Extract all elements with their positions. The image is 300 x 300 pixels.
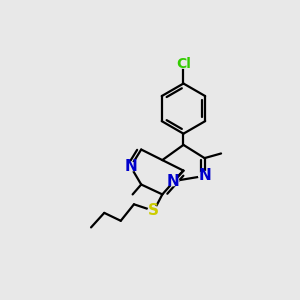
Text: N: N xyxy=(198,168,211,183)
Ellipse shape xyxy=(125,162,136,171)
Ellipse shape xyxy=(148,206,160,215)
Text: Cl: Cl xyxy=(176,57,191,71)
Text: N: N xyxy=(124,159,137,174)
Text: N: N xyxy=(167,174,179,189)
Ellipse shape xyxy=(178,59,189,68)
Ellipse shape xyxy=(199,172,211,180)
Ellipse shape xyxy=(167,177,179,186)
Text: S: S xyxy=(148,203,159,218)
